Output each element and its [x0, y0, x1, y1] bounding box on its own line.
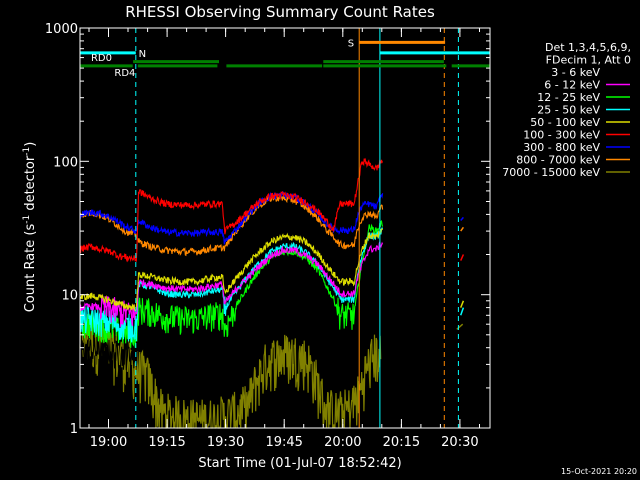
x-tick-label: 19:45 — [265, 435, 302, 450]
rd4-label: RD4 — [114, 68, 135, 79]
late-segment-0 — [456, 323, 464, 330]
s-label: S — [348, 38, 354, 49]
late-segment-3 — [460, 300, 465, 308]
y-tick-label: 1000 — [45, 22, 78, 37]
series-line-6 — [79, 190, 384, 245]
x-tick-label: 19:15 — [148, 435, 185, 450]
y-tick-label: 100 — [53, 155, 78, 170]
y-axis-label: Count Rate (s-1 detector-1) — [22, 142, 38, 313]
x-tick-label: 20:00 — [324, 435, 361, 450]
legend-entry-label: 7000 - 15000 keV — [502, 166, 600, 179]
y-tick-label: 1 — [70, 422, 78, 437]
late-segment-1 — [460, 254, 465, 261]
axes-layer: 1 10 100 1000 19:00 19:15 19:30 19:45 20:00 20:15… — [45, 22, 491, 450]
late-segment-2 — [459, 307, 465, 316]
legend-entry-label: 300 - 800 keV — [523, 141, 600, 154]
legend-entry-label: 6 - 12 keV — [544, 79, 600, 92]
n-label: N — [139, 49, 146, 60]
legend-header-1: FDecim 1, Att 0 — [546, 54, 631, 67]
late-segment-4 — [460, 216, 464, 221]
x-tick-label: 20:30 — [441, 435, 478, 450]
series-line-3 — [79, 226, 384, 343]
chart-title: RHESSI Observing Summary Count Rates — [125, 3, 435, 21]
series-line-1 — [79, 241, 384, 327]
x-tick-label: 19:30 — [207, 435, 244, 450]
x-axis-label: Start Time (01-Jul-07 18:52:42) — [198, 456, 401, 471]
x-tick-label: 20:15 — [383, 435, 420, 450]
legend-entry-label: 12 - 25 keV — [537, 91, 600, 104]
x-tick-label: 19:00 — [90, 435, 127, 450]
late-segment-5 — [460, 226, 465, 232]
rdo-label: RD0 — [91, 53, 112, 64]
series-line-4 — [79, 228, 384, 312]
legend-header-0: Det 1,3,4,5,6,9, — [545, 41, 631, 54]
series-line-0 — [79, 259, 384, 376]
legend-entry-label: 800 - 7000 keV — [516, 154, 600, 167]
timestamp: 15-Oct-2021 20:20 — [561, 467, 637, 476]
legend: Det 1,3,4,5,6,9,FDecim 1, Att 03 - 6 keV… — [502, 41, 631, 179]
legend-entry-label: 3 - 6 keV — [551, 66, 600, 79]
series-line-8 — [79, 315, 382, 429]
plot-frame — [79, 27, 491, 429]
legend-entry-label: 100 - 300 keV — [523, 129, 600, 142]
legend-entry-label: 25 - 50 keV — [537, 104, 600, 117]
series-line-2 — [79, 220, 384, 348]
y-tick-label: 10 — [61, 289, 78, 304]
series-layer — [79, 157, 465, 429]
series-line-5 — [79, 157, 384, 263]
legend-entry-label: 50 - 100 keV — [530, 116, 600, 129]
